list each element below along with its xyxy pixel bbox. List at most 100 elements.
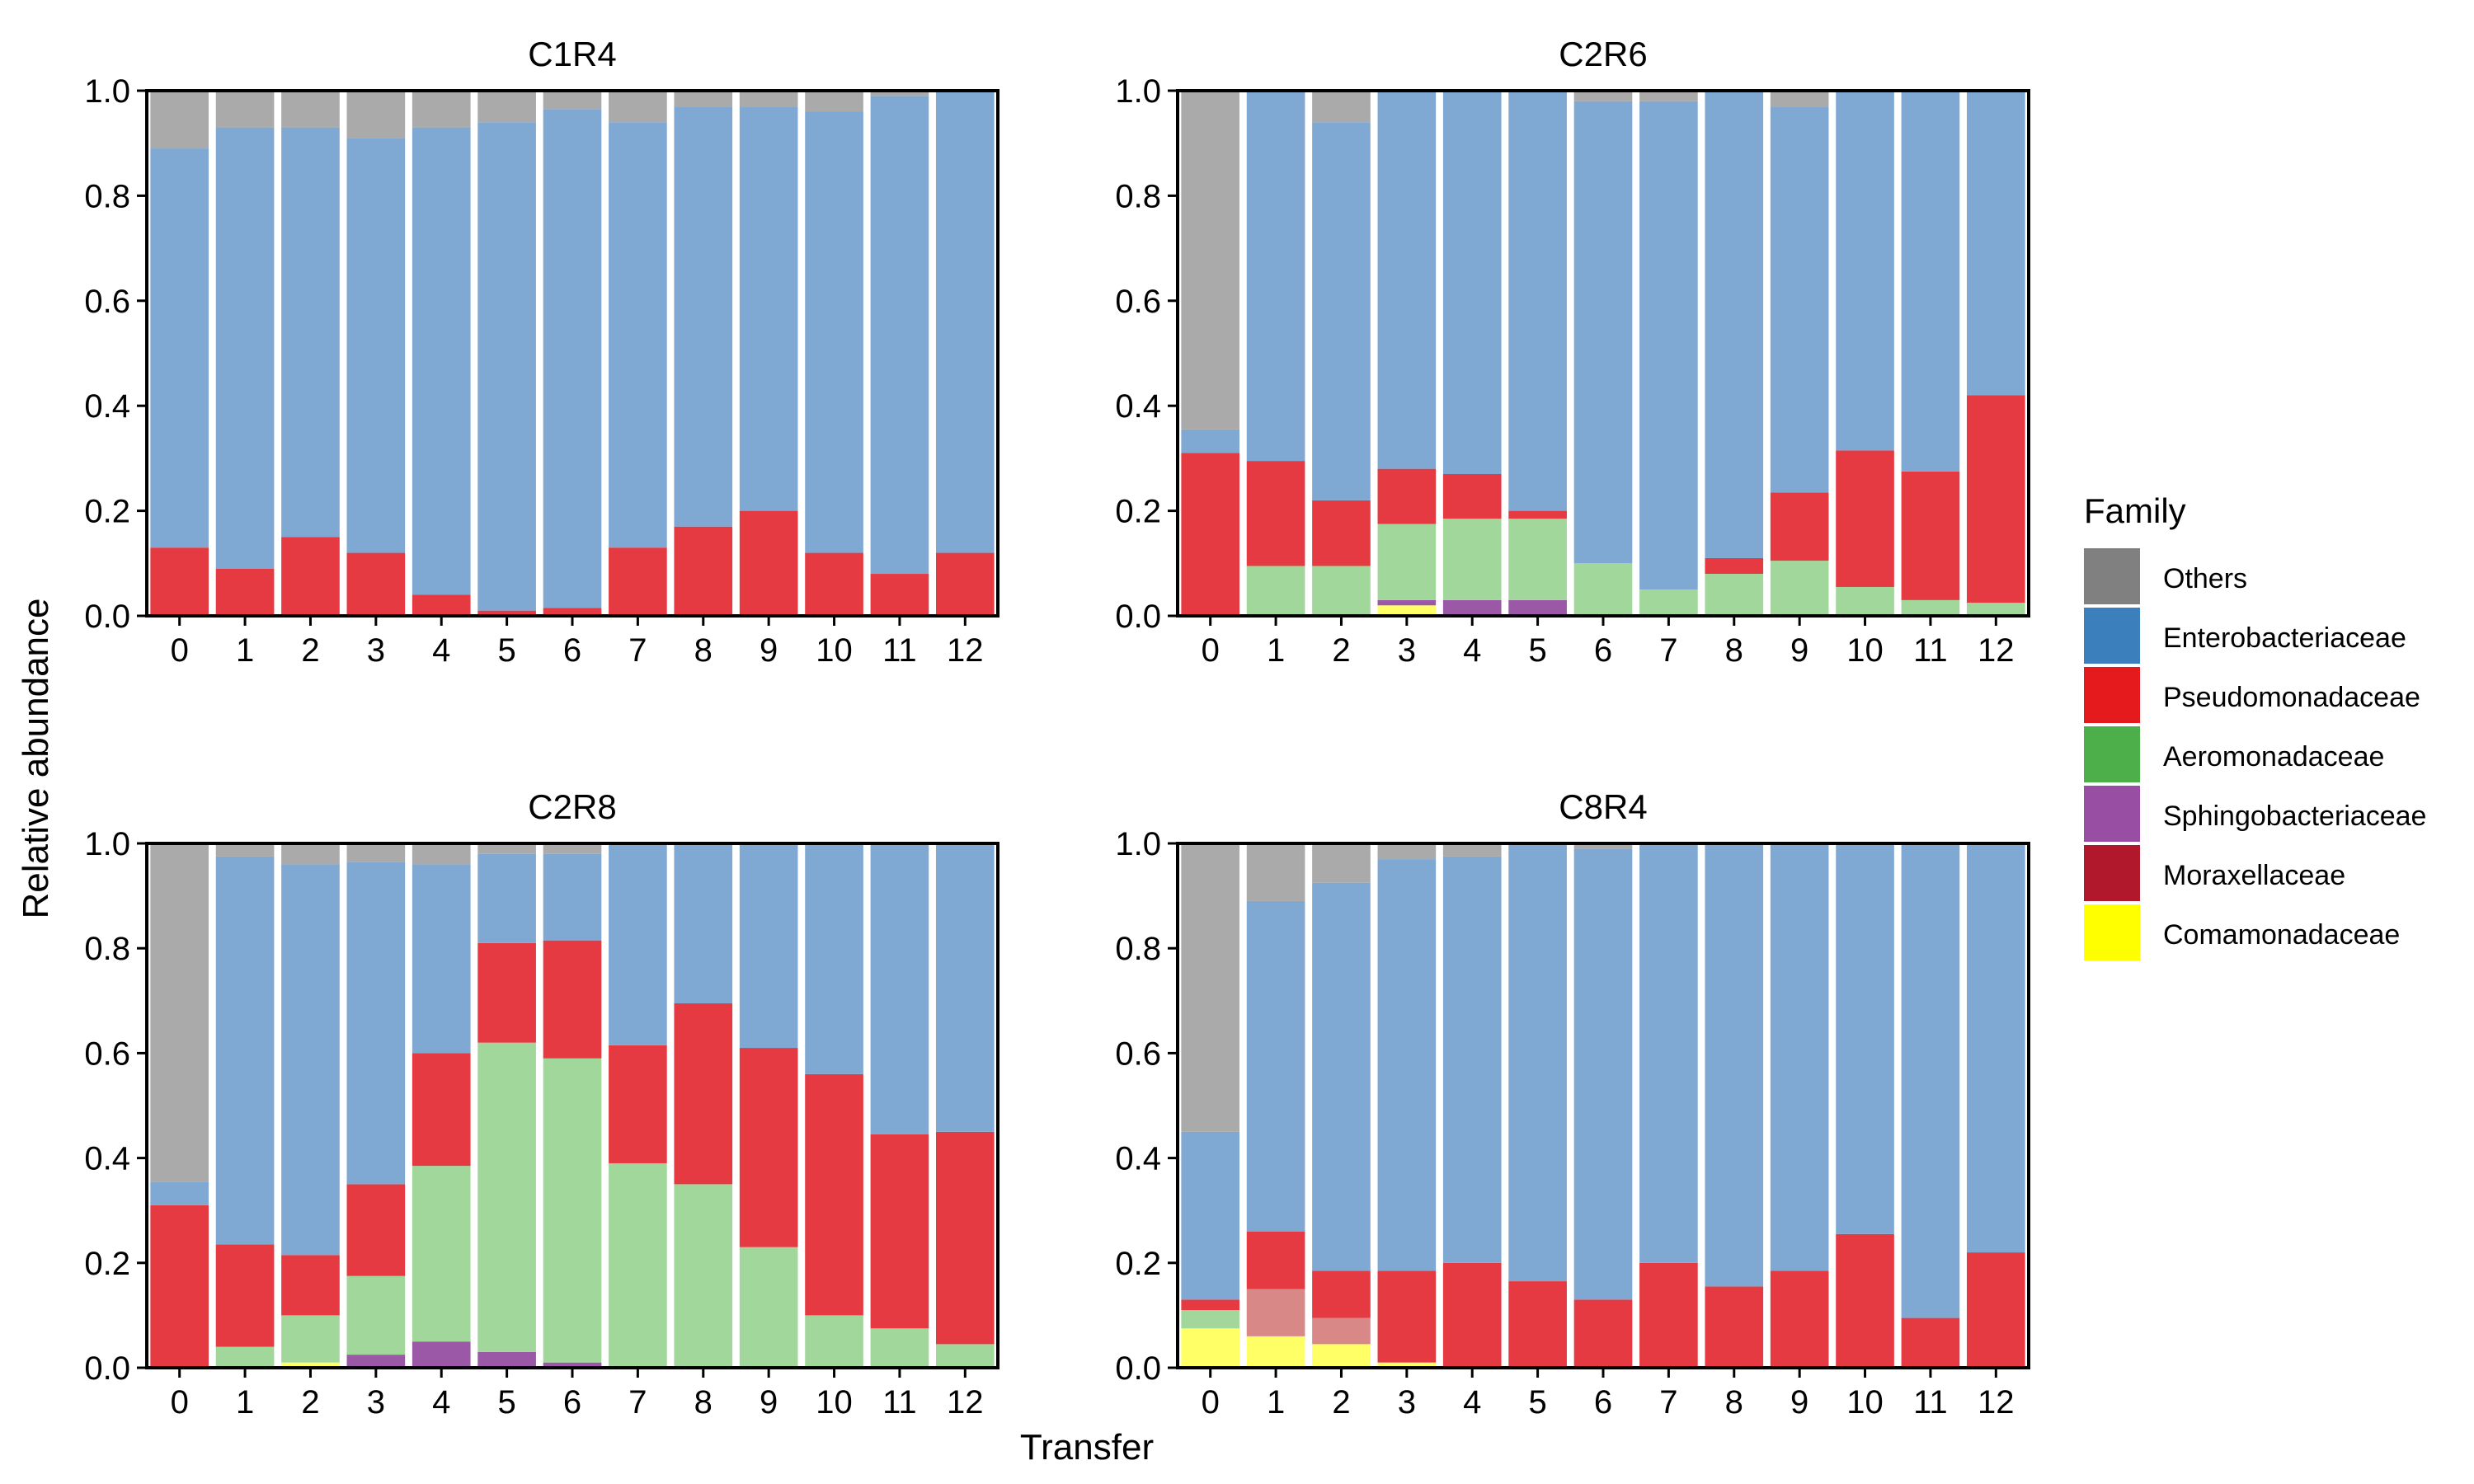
bar-segment-pseudomonadaceae: [1966, 395, 2025, 603]
bar-segment-enterobacteriaceae: [543, 109, 602, 608]
y-tick-label: 0.0: [84, 1350, 130, 1387]
bar-segment-enterobacteriaceae: [1181, 1131, 1240, 1300]
bar-segment-pseudomonadaceae: [281, 1255, 340, 1316]
bar-segment-pseudomonadaceae: [1901, 1317, 1960, 1368]
x-tick-label: 4: [432, 632, 450, 669]
x-tick-label: 10: [1846, 1384, 1884, 1421]
bar-segment-pseudomonadaceae: [281, 537, 340, 616]
bar-segment-enterobacteriaceae: [1508, 91, 1567, 511]
bar-segment-enterobacteriaceae: [215, 127, 275, 569]
x-tick-label: 2: [301, 632, 319, 669]
bar-segment-aeromonadaceae: [543, 1058, 602, 1363]
bar-segment-enterobacteriaceae: [1377, 859, 1437, 1271]
bar-segment-enterobacteriaceae: [935, 91, 995, 553]
bar-segment-pseudomonadaceae: [739, 1048, 798, 1247]
bar-segment-enterobacteriaceae: [281, 127, 340, 538]
bar-segment-pseudomonadaceae: [1705, 1286, 1764, 1368]
bar-segment-enterobacteriaceae: [1966, 91, 2025, 396]
y-tick-label: 0.8: [1115, 931, 1161, 967]
legend-swatch: [2084, 786, 2140, 842]
bar-segment-enterobacteriaceae: [1442, 91, 1502, 475]
bar-segment-pseudomonadaceae: [412, 594, 471, 616]
legend-item-sphingobacteriaceae: Sphingobacteriaceae: [2084, 786, 2426, 842]
x-tick-label: 9: [760, 1384, 778, 1421]
x-tick-label: 11: [1913, 1384, 1948, 1421]
bar-segment-pseudomonadaceae: [477, 942, 536, 1043]
bar-segment-comamonadaceae: [1246, 1336, 1305, 1368]
bar-segment-enterobacteriaceae: [346, 138, 406, 553]
bar-segment-enterobacteriaceae: [1312, 882, 1371, 1271]
bar-segment-pseudomonadaceae: [1246, 1231, 1305, 1289]
bar-segment-aeromonadaceae: [609, 1162, 667, 1368]
bar-segment-aeromonadaceae: [215, 1346, 275, 1368]
bar-segment-pseudomonadaceae: [1770, 492, 1829, 561]
x-axis-label: Transfer: [1020, 1427, 1154, 1468]
bar-segment-pseudomonadaceae: [1966, 1252, 2025, 1368]
bar-segment-aeromonadaceae: [805, 1315, 863, 1368]
bar-segment-pseudomonadaceae: [1246, 461, 1305, 566]
legend: Family Others Enterobacteriaceae Pseudomon…: [2084, 491, 2426, 960]
bar-segment-others: [1770, 91, 1829, 107]
bar-segment-comamonadaceae: [1312, 1344, 1371, 1368]
bar-segment-enterobacteriaceae: [609, 122, 667, 548]
bar-segment-pseudomonadaceae: [1508, 1281, 1567, 1368]
y-tick-label: 0.8: [84, 178, 130, 214]
panel-frame: [145, 842, 999, 1369]
bar-segment-enterobacteriaceae: [1770, 106, 1829, 493]
bar-segment-enterobacteriaceae: [1705, 843, 1764, 1287]
bar-segment-sphingobacteriaceae: [1377, 599, 1437, 606]
bar-segment-enterobacteriaceae: [1181, 429, 1240, 453]
bar-segment-pseudomonadaceae: [1312, 500, 1371, 566]
legend-item-comamonadaceae: Comamonadaceae: [2084, 904, 2400, 960]
bars: [150, 843, 995, 1368]
bar-segment-others: [739, 91, 798, 107]
bar-segment-pseudomonadaceae: [1377, 468, 1437, 524]
y-tick-label: 0.0: [1115, 599, 1161, 635]
bar-segment-aeromonadaceae: [739, 1247, 798, 1368]
legend-item-pseudomonadaceae: Pseudomonadaceae: [2084, 667, 2420, 723]
x-tick-label: 9: [1790, 1384, 1808, 1421]
bar-segment-pseudomonadaceae: [935, 1131, 995, 1345]
legend-label: Sphingobacteriaceae: [2163, 801, 2426, 832]
bar-segment-pseudomonadaceae: [1836, 450, 1894, 587]
bar-segment-aeromonadaceae: [674, 1184, 733, 1368]
bar-segment-others: [1377, 843, 1437, 860]
y-tick-label: 0.2: [84, 494, 130, 530]
x-tick-label: 11: [882, 632, 917, 669]
bar-segment-others: [412, 843, 471, 865]
x-tick-label: 3: [1398, 632, 1416, 669]
x-tick-label: 10: [1846, 632, 1884, 669]
bar-segment-pseudomonadaceae: [215, 568, 275, 616]
bar-segment-aeromonadaceae: [1246, 566, 1305, 616]
bar-segment-sphingobacteriaceae: [543, 1362, 602, 1368]
bar-segment-aeromonadaceae: [1181, 1310, 1240, 1329]
bar-segment-enterobacteriaceae: [1836, 843, 1894, 1234]
bar-segment-others: [412, 91, 471, 128]
y-tick-label: 0.8: [1115, 178, 1161, 214]
bar-segment-pseudomonadaceae: [543, 608, 602, 616]
bar-segment-pseudomonadaceae: [1442, 1262, 1502, 1368]
legend-item-aeromonadaceae: Aeromonadaceae: [2084, 726, 2384, 782]
bar-segment-pseudomonadaceae: [805, 552, 863, 616]
bar-segment-others: [150, 843, 209, 1182]
x-tick-label: 5: [497, 632, 515, 669]
bar-segment-aeromonadaceae: [1770, 561, 1829, 616]
x-tick-label: 7: [628, 1384, 647, 1421]
y-tick-label: 0.4: [1115, 1141, 1161, 1177]
y-tick-label: 1.0: [1115, 826, 1161, 862]
panel-title: C1R4: [528, 35, 616, 73]
bar-segment-others: [477, 91, 536, 123]
bar-segment-enterobacteriaceae: [1901, 843, 1960, 1318]
y-tick-label: 0.8: [84, 931, 130, 967]
bar-segment-others: [1246, 843, 1305, 901]
bar-segment-pseudomonadaceae: [1508, 510, 1567, 519]
bar-segment-sphingobacteriaceae: [1442, 599, 1502, 616]
legend-swatch: [2084, 726, 2140, 782]
y-tick-label: 0.6: [1115, 1036, 1161, 1072]
bar-segment-pseudomonadaceae: [346, 1184, 406, 1276]
bar-segment-enterobacteriaceae: [674, 106, 733, 527]
bar-segment-aeromonadaceae: [1639, 589, 1698, 616]
x-tick-label: 4: [1463, 1384, 1481, 1421]
